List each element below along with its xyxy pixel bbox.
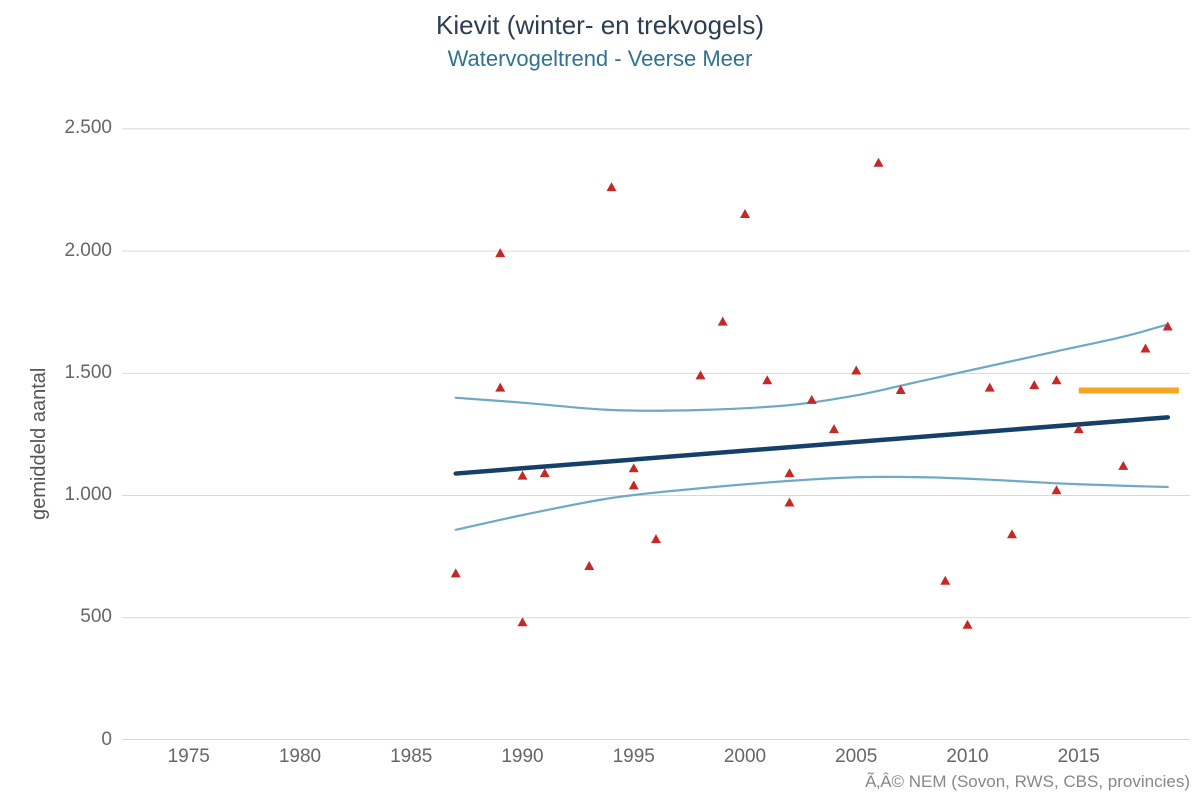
data-point [829, 424, 839, 433]
chart-title: Kievit (winter- en trekvogels) [0, 10, 1200, 41]
y-tick-label: 2.500 [22, 117, 112, 139]
data-point [540, 468, 550, 477]
data-point [874, 158, 884, 167]
data-point [495, 383, 505, 392]
confidence-lower [456, 477, 1168, 530]
data-point [807, 395, 817, 404]
x-tick-label: 2000 [715, 746, 775, 768]
y-tick-label: 1.500 [22, 362, 112, 384]
data-point [518, 617, 528, 626]
x-tick-label: 2010 [938, 746, 998, 768]
data-point [785, 468, 795, 477]
data-point [1029, 380, 1039, 389]
x-tick-label: 1995 [604, 746, 664, 768]
data-point [762, 375, 772, 384]
data-point [696, 370, 706, 379]
data-point [1052, 375, 1062, 384]
data-point [1141, 343, 1151, 352]
y-tick-label: 1.000 [22, 484, 112, 506]
data-point [718, 317, 728, 326]
x-tick-label: 1980 [270, 746, 330, 768]
data-point [1052, 485, 1062, 494]
plot-area [122, 80, 1190, 740]
data-point [940, 576, 950, 585]
data-point [495, 248, 505, 257]
data-point [518, 471, 528, 480]
data-point [651, 534, 661, 543]
data-point [740, 209, 750, 218]
data-point [963, 620, 973, 629]
data-point [985, 383, 995, 392]
trend-line [456, 417, 1168, 473]
data-point [1118, 461, 1128, 470]
trend-chart: Kievit (winter- en trekvogels) Watervoge… [0, 0, 1200, 800]
data-point [629, 463, 639, 472]
data-point [584, 561, 594, 570]
x-tick-label: 1975 [159, 746, 219, 768]
data-point [1007, 529, 1017, 538]
data-point [785, 497, 795, 506]
x-tick-label: 1985 [381, 746, 441, 768]
x-tick-label: 2005 [826, 746, 886, 768]
x-tick-label: 1990 [493, 746, 553, 768]
data-point [451, 568, 461, 577]
y-tick-label: 500 [22, 606, 112, 628]
data-point [607, 182, 617, 191]
y-tick-label: 0 [22, 729, 112, 751]
x-tick-label: 2015 [1049, 746, 1109, 768]
chart-credit: Ã‚Â© NEM (Sovon, RWS, CBS, provincies) [865, 772, 1190, 792]
y-tick-label: 2.000 [22, 240, 112, 262]
data-point [851, 365, 861, 374]
data-point [629, 480, 639, 489]
chart-subtitle: Watervogeltrend - Veerse Meer [0, 46, 1200, 72]
